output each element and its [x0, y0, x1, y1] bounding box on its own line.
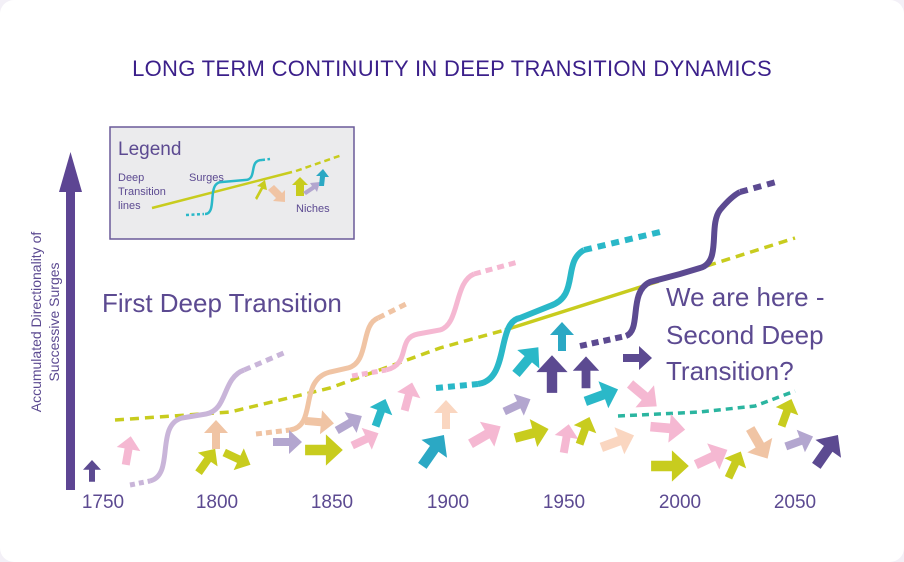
niche-arrow [369, 398, 393, 428]
x-tick-label: 2050 [774, 492, 816, 513]
niche-arrow [583, 381, 619, 409]
y-axis-label-line1: Accumulated Directionality of [28, 232, 44, 413]
diagram-title: LONG TERM CONTINUITY IN DEEP TRANSITION … [132, 56, 772, 81]
niche-arrow [650, 413, 686, 443]
surge-1 [129, 349, 287, 488]
x-tick-label: 1750 [82, 492, 124, 513]
legend-deep-label-1: Deep [118, 172, 144, 184]
niche-arrow [693, 443, 728, 470]
first-deep-transition-label: First Deep Transition [102, 288, 342, 318]
x-tick-label: 1950 [543, 492, 585, 513]
niche-arrow [305, 434, 343, 466]
niche-arrow [554, 424, 579, 454]
second-deep-transition-line [617, 389, 796, 418]
legend-deep-label-2: Transition [118, 186, 166, 198]
niche-arrow [334, 412, 362, 434]
niche-arrow [273, 430, 302, 454]
x-tick-label: 1800 [196, 492, 238, 513]
niche-arrow [623, 346, 652, 370]
surge-2 [255, 299, 412, 437]
niche-arrow [502, 393, 531, 416]
niche-arrow [434, 400, 458, 429]
niche-arrow [775, 398, 799, 428]
niche-arrow [626, 380, 657, 408]
surge-3 [351, 259, 519, 379]
niche-arrow [83, 460, 101, 482]
niche-arrow [572, 356, 600, 389]
niche-arrow [812, 434, 842, 469]
x-axis-ticks: 1750 1800 1850 1900 1950 2000 2050 [82, 492, 816, 513]
second-deep-transition-label-2: Second Deep [666, 320, 824, 350]
legend-deep-transition-line [151, 153, 343, 210]
niche-arrow [724, 451, 747, 480]
niche-arrow [418, 434, 448, 469]
legend-surge-sample [185, 157, 271, 217]
niche-arrow [350, 427, 379, 450]
niche-arrows [83, 322, 842, 482]
legend-surges-label: Surges [189, 172, 224, 184]
niche-arrow [195, 448, 218, 475]
niche-arrow [651, 450, 689, 482]
surge-4 [435, 229, 661, 391]
niche-arrow [573, 416, 597, 446]
legend-niches-label: Niches [296, 203, 330, 215]
y-axis-arrow [59, 152, 82, 490]
niche-arrow [784, 429, 814, 453]
legend-title: Legend [118, 139, 181, 160]
legend-box: Legend Deep Transition lines Surges Nich… [109, 126, 355, 240]
niche-arrow [304, 410, 334, 435]
niche-arrow [746, 426, 773, 459]
y-axis-label-line2: Successive Surges [46, 262, 62, 381]
x-tick-label: 2000 [659, 492, 701, 513]
niche-arrow [222, 448, 251, 471]
x-tick-label: 1900 [427, 492, 469, 513]
legend-niche-arrows [255, 169, 329, 202]
second-deep-transition-label-1: We are here - [666, 282, 824, 312]
niche-arrow [536, 355, 568, 393]
niche-arrow [512, 347, 540, 378]
surge-5 [579, 179, 777, 349]
niche-arrow [513, 419, 549, 447]
niche-arrow [116, 436, 141, 466]
niche-arrow [599, 427, 635, 455]
niche-arrow [204, 420, 228, 449]
niche-arrow [468, 421, 501, 448]
niche-arrow [550, 322, 574, 351]
legend-deep-label-3: lines [118, 200, 141, 212]
x-tick-label: 1850 [311, 492, 353, 513]
second-deep-transition-label-3: Transition? [666, 356, 794, 386]
niche-arrow [397, 382, 421, 412]
